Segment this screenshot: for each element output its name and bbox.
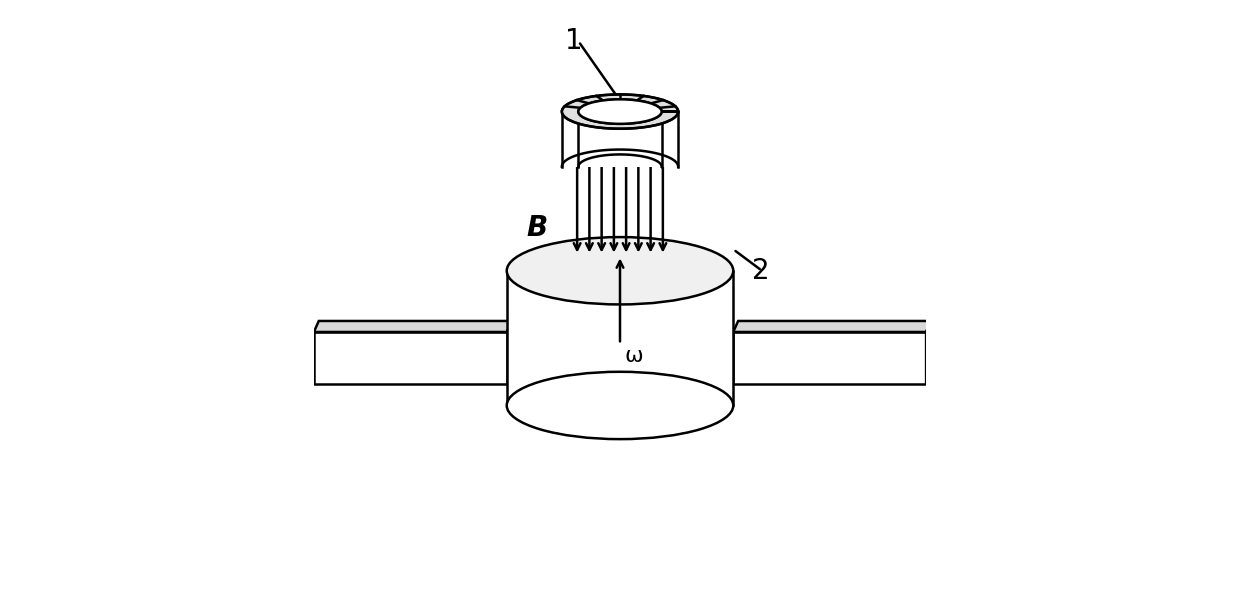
Polygon shape xyxy=(926,321,931,384)
Polygon shape xyxy=(578,111,662,167)
Polygon shape xyxy=(733,332,926,384)
Polygon shape xyxy=(733,321,931,332)
Text: 1: 1 xyxy=(565,27,583,55)
Polygon shape xyxy=(314,321,512,332)
Polygon shape xyxy=(562,111,678,167)
Ellipse shape xyxy=(507,237,733,304)
Text: B: B xyxy=(527,214,548,242)
Polygon shape xyxy=(507,271,733,405)
Ellipse shape xyxy=(507,372,733,439)
Ellipse shape xyxy=(578,100,662,124)
Polygon shape xyxy=(562,95,678,129)
Polygon shape xyxy=(314,332,507,384)
Text: 2: 2 xyxy=(751,257,770,285)
Text: ω: ω xyxy=(625,346,644,367)
